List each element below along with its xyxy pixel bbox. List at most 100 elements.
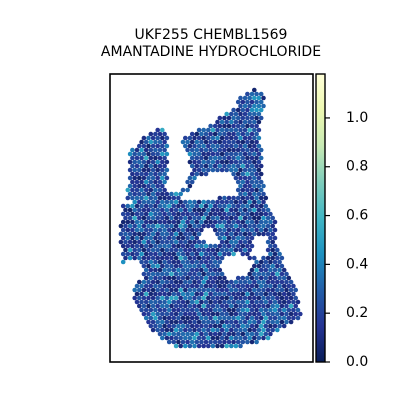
spot [162,187,167,193]
spot [229,327,234,333]
spot [275,263,280,269]
spot [178,319,183,325]
spot [215,143,220,149]
spot [155,311,160,317]
spot [169,247,174,253]
spot [254,139,259,145]
spot [148,147,154,153]
spot [298,311,303,317]
spot [265,255,271,261]
spot [203,267,209,273]
spot [231,123,236,129]
spot [270,255,276,261]
spot [192,263,197,269]
spot [187,135,193,141]
spot [157,243,163,249]
spot [206,199,211,205]
spot [284,271,289,277]
spot [249,339,255,345]
spot [148,283,154,289]
spot [235,203,241,209]
spot [235,139,241,145]
spot [141,175,147,181]
spot [219,231,225,237]
spot [245,307,250,313]
spot [231,227,236,233]
spot [194,203,200,209]
spot [217,155,223,161]
spot [222,307,227,313]
spot [212,243,218,249]
spot [176,331,181,337]
spot [279,287,285,293]
spot [258,315,264,321]
chart-title-line-2: AMANTADINE HYDROCHLORIDE [101,44,321,60]
spot [208,299,213,305]
spot [238,215,243,221]
spot [203,339,209,345]
spot [261,279,266,285]
spot [146,151,151,157]
spot [261,327,266,333]
spot [291,291,296,297]
spot [252,255,257,261]
spot [242,119,248,125]
spot [245,219,250,225]
spot [240,235,246,241]
spot [203,211,209,217]
spot [187,143,193,149]
spot [252,287,257,293]
spot [249,91,255,97]
spot [176,227,181,233]
spot [229,303,234,309]
spot [245,123,250,129]
spot [194,275,200,281]
spot [261,255,266,261]
spot [187,295,193,301]
spot [185,211,190,217]
spot [150,247,156,253]
spot [194,131,200,137]
spot [256,183,262,189]
spot [155,271,160,277]
spot [277,259,282,265]
spot [155,143,160,149]
spot [206,127,211,133]
spot [242,175,248,181]
spot [247,327,252,333]
spot [157,139,163,145]
spot [240,139,246,145]
spot [275,311,280,317]
spot [277,315,282,321]
spot [187,319,193,325]
spot [173,215,179,221]
spot [217,211,223,217]
spot [233,127,239,133]
spot [240,211,246,217]
spot [146,279,151,285]
spot [235,123,241,129]
spot [206,279,211,285]
spot [173,263,179,269]
spot [275,255,280,261]
spot [150,327,156,333]
spot [215,335,220,341]
spot [162,155,167,161]
spot [242,135,248,141]
spot [143,227,149,233]
spot [196,223,202,229]
spot [208,323,213,329]
spot [268,219,273,225]
spot [162,195,167,201]
spot [148,219,154,225]
spot [245,323,250,329]
spot [270,215,276,221]
spot [194,307,200,313]
spot [176,275,181,281]
spot [185,267,190,273]
spot [263,259,269,265]
spot [180,331,186,337]
spot [199,251,204,257]
spot [224,287,229,293]
spot [148,291,154,297]
